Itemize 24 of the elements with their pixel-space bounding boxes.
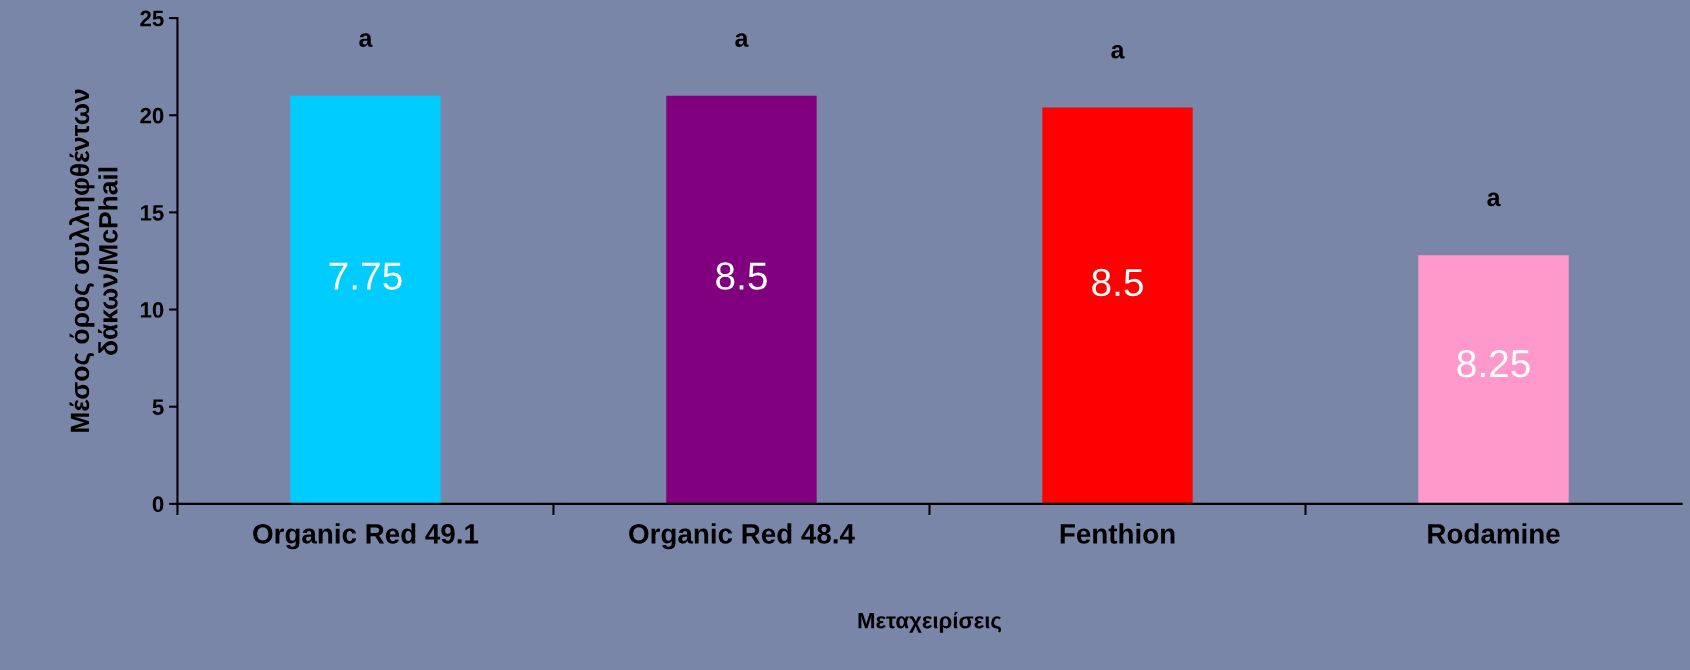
x-tick-label: Organic Red 49.1 xyxy=(253,523,479,550)
x-tick-label: Rodamine xyxy=(1428,523,1560,544)
bar xyxy=(1042,107,1193,504)
y-tick-label: 5 xyxy=(152,399,164,415)
annotation: a xyxy=(1111,44,1125,59)
y-axis-title: Μέσος όρος συλληφθέντων δάκων/McPhail xyxy=(69,89,118,432)
bar xyxy=(290,95,441,504)
y-tick-label: 15 xyxy=(140,205,164,221)
annotation: a xyxy=(735,33,749,47)
bar xyxy=(666,95,817,504)
bar xyxy=(1418,255,1569,504)
x-axis-title: Μεταχειρίσεις xyxy=(858,611,1002,633)
x-tick-label: Organic Red 48.4 xyxy=(629,523,855,550)
annotation: a xyxy=(359,33,373,47)
x-tick-label: Fenthion xyxy=(1060,523,1175,544)
annotation: 8.25 xyxy=(1457,349,1530,378)
y-tick-label: 0 xyxy=(152,496,164,513)
annotation: a xyxy=(1487,192,1501,207)
annotation: 7.75 xyxy=(329,262,402,290)
y-tick-label: 10 xyxy=(140,302,164,318)
annotation: 8.5 xyxy=(1092,268,1143,297)
y-tick-label: 20 xyxy=(140,107,164,124)
annotation: 8.5 xyxy=(716,262,767,290)
y-tick-label: 25 xyxy=(140,10,164,27)
